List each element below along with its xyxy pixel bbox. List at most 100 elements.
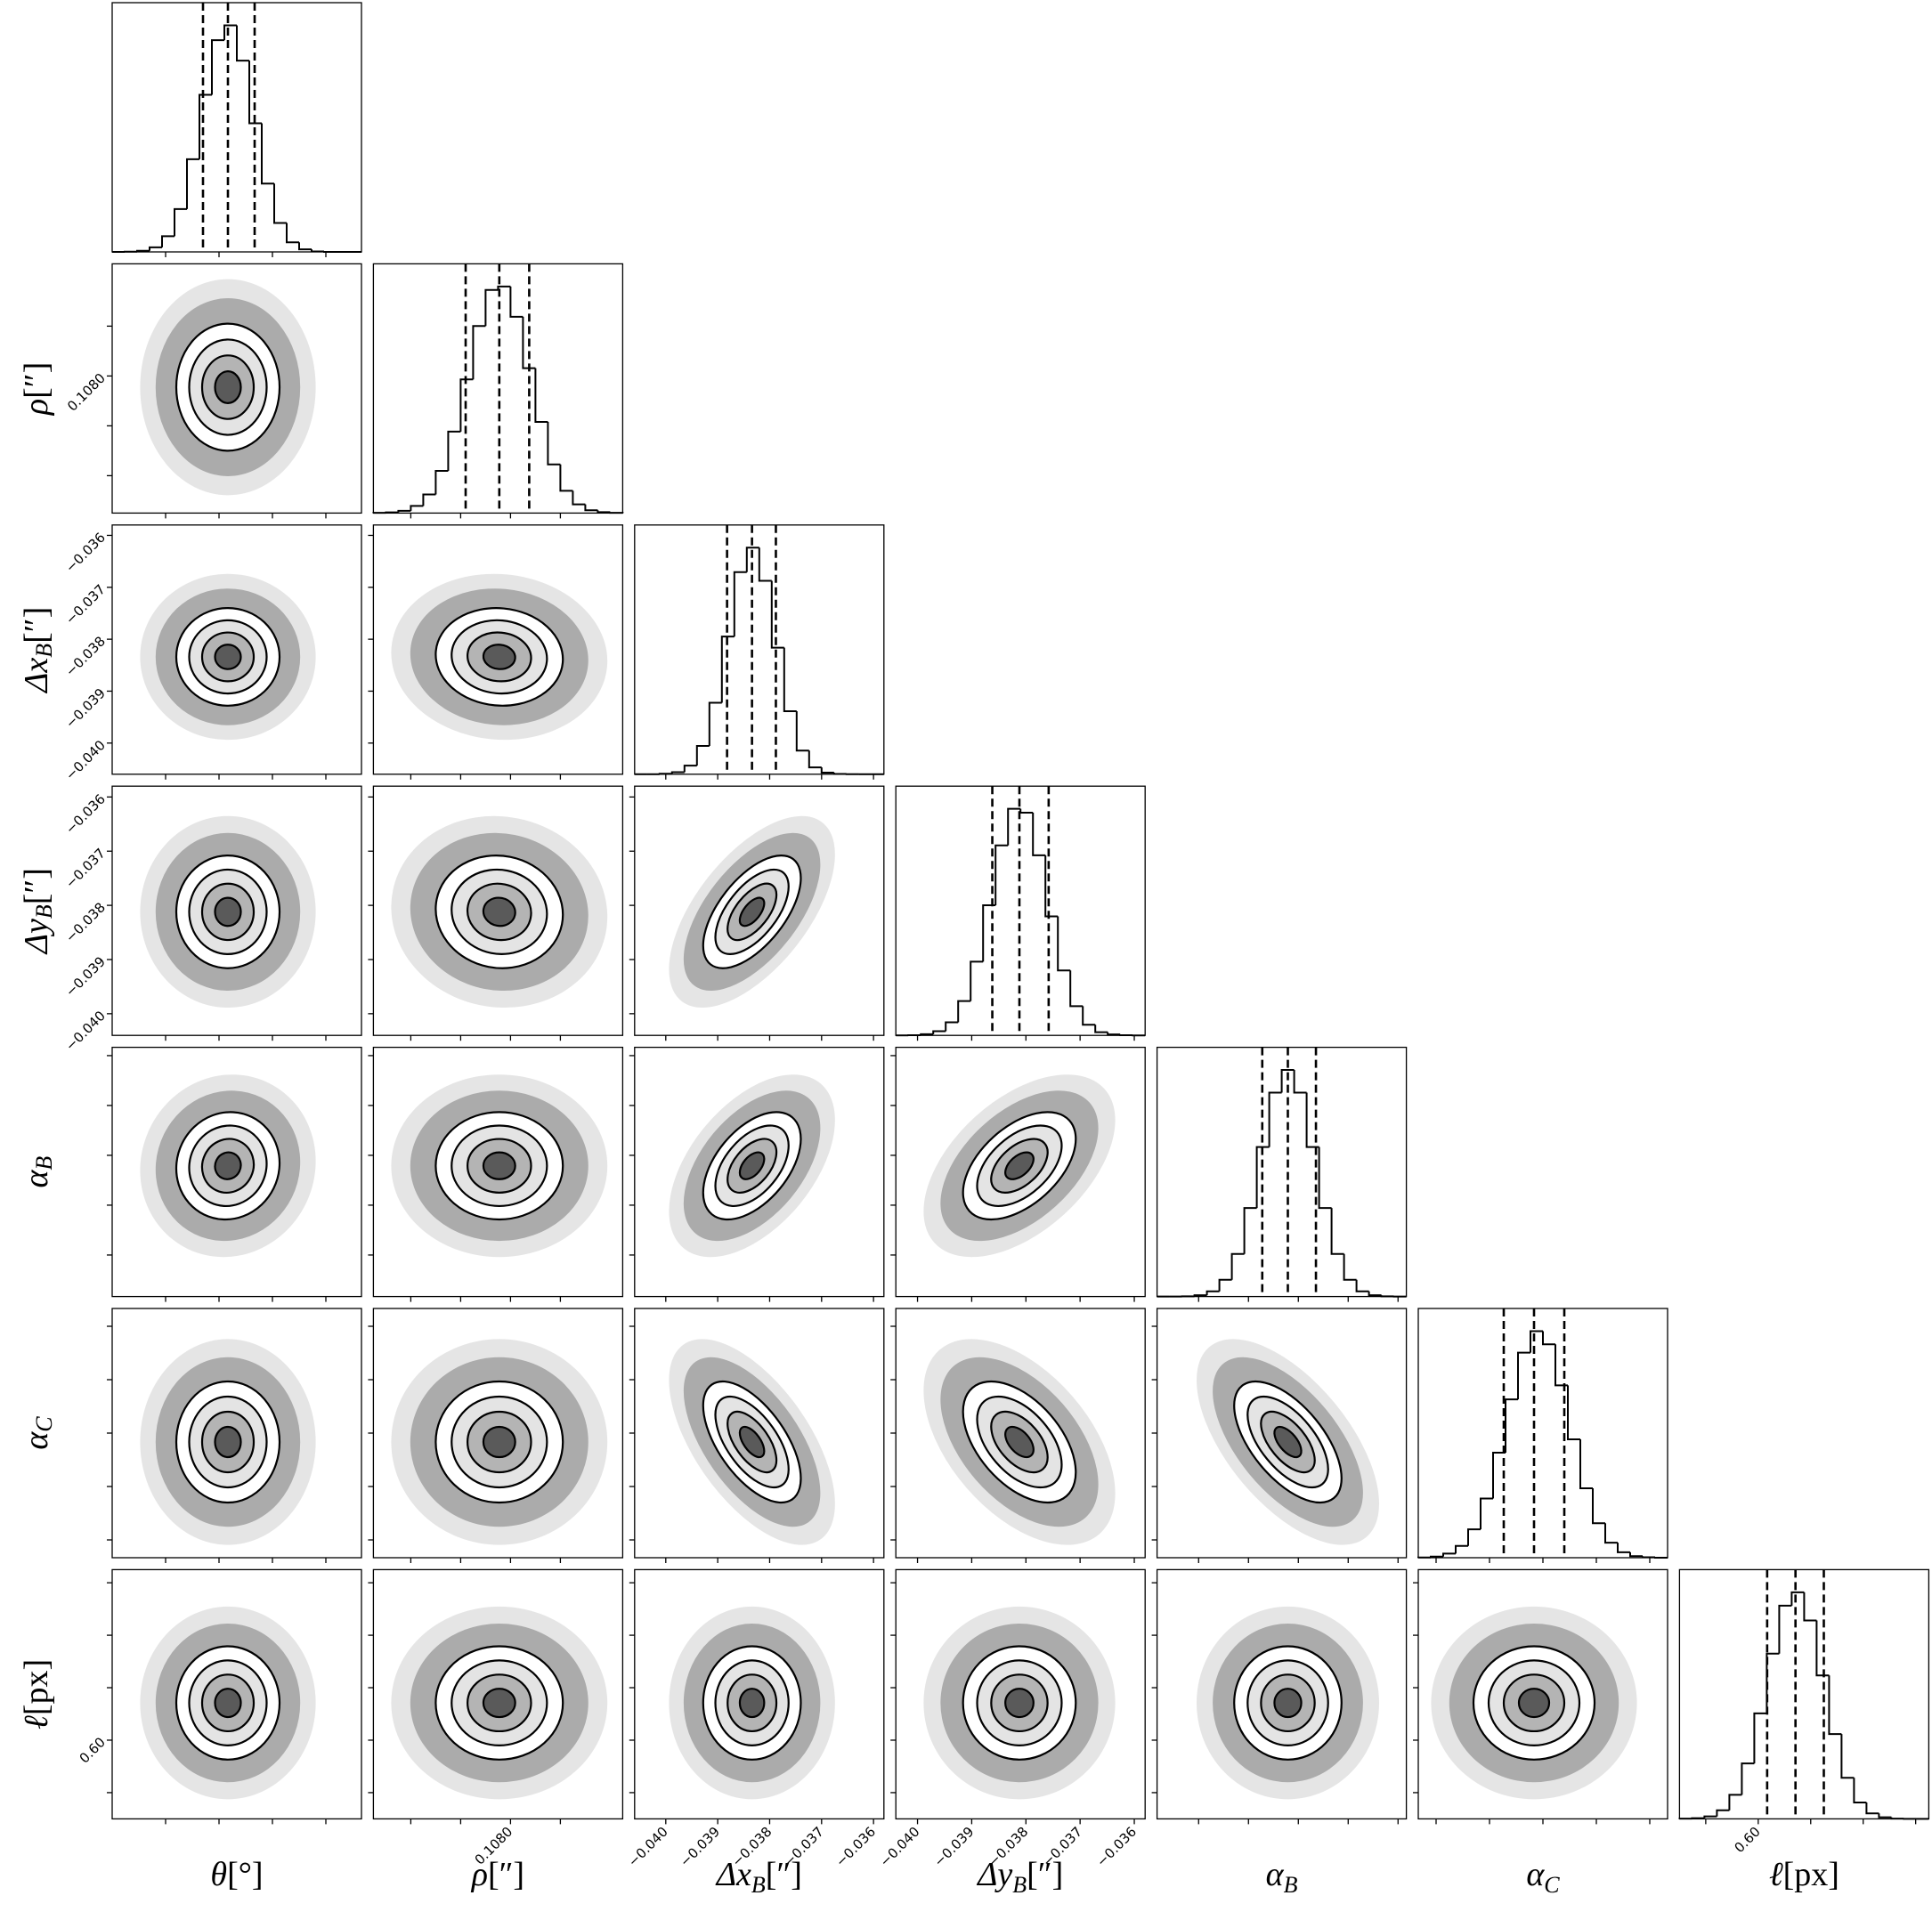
label-subscript: B — [1284, 1872, 1298, 1898]
density — [391, 1074, 608, 1258]
histogram-bin — [1218, 1278, 1232, 1292]
histogram-bin — [1032, 813, 1046, 856]
contour — [1004, 1425, 1035, 1459]
panel-frame — [111, 263, 362, 514]
histogram-bin — [211, 39, 224, 95]
panel-frame — [1678, 1568, 1930, 1820]
histogram-bin — [1766, 1652, 1780, 1713]
density — [669, 1339, 835, 1545]
panel-frame — [1156, 1046, 1408, 1298]
histogram-bin — [236, 25, 249, 62]
histogram-bin — [1567, 1385, 1580, 1440]
histogram-bin — [597, 510, 611, 514]
y-tick-label: 0.60 — [77, 1734, 109, 1766]
histogram-bin — [1318, 1146, 1332, 1210]
histogram-bin — [547, 422, 561, 466]
label-symbol: θ — [210, 1856, 227, 1893]
panel-frame — [111, 524, 362, 775]
histogram-bin — [1330, 1208, 1344, 1255]
panel-frame — [634, 1046, 885, 1298]
histogram-bin — [1343, 1253, 1357, 1281]
axis-label: ΔxB[″] — [715, 1856, 802, 1898]
histogram-bin — [795, 710, 809, 752]
density — [1431, 1606, 1637, 1800]
density — [140, 1074, 316, 1258]
histogram-bin — [447, 430, 461, 471]
label-symbol: α — [1526, 1856, 1545, 1893]
histogram-bin — [1280, 1069, 1295, 1093]
histogram-bin — [1865, 1802, 1879, 1815]
y-tick-label: −0.039 — [62, 953, 109, 1000]
contour — [214, 1425, 242, 1459]
histogram-bin — [509, 286, 524, 318]
contour — [738, 1425, 766, 1459]
histogram-bin — [422, 493, 436, 506]
label-symbol: α — [18, 1170, 55, 1188]
axis-label: ℓ[px] — [18, 1659, 55, 1730]
density — [391, 815, 608, 1009]
y-tick-label: −0.038 — [62, 899, 109, 945]
histogram-bin — [1828, 1675, 1842, 1736]
y-tick-label: −0.036 — [62, 530, 109, 576]
histogram-bin — [298, 242, 312, 251]
axis-label: αB — [1266, 1856, 1298, 1898]
histogram-bin — [1728, 1794, 1742, 1811]
panel-frame — [634, 1568, 885, 1820]
x-tick-label: −0.039 — [930, 1824, 977, 1870]
axis-label: αC — [18, 1416, 57, 1450]
y-tick-label: −0.037 — [62, 846, 109, 892]
label-unit: [°] — [227, 1856, 264, 1893]
histogram-bin — [783, 647, 797, 712]
contour — [482, 896, 516, 928]
label-symbol: α — [1266, 1856, 1285, 1893]
label-unit: [″] — [18, 868, 55, 904]
histogram-bin — [1716, 1809, 1730, 1817]
histogram-bin — [1069, 970, 1084, 1008]
density — [140, 573, 316, 741]
histogram-bin — [261, 123, 274, 185]
histogram-bin — [199, 93, 212, 159]
histogram-bin — [1778, 1604, 1792, 1654]
label-unit: [″] — [766, 1856, 802, 1893]
density — [391, 573, 608, 741]
histogram-bin — [1878, 1813, 1892, 1819]
histogram-bin — [720, 636, 735, 703]
histogram-bin — [1455, 1544, 1468, 1554]
panel-frame — [111, 1046, 362, 1298]
label-symbol: Δx — [715, 1856, 751, 1893]
panel-frame — [111, 785, 362, 1036]
contour — [738, 1151, 766, 1180]
histogram-bin — [559, 464, 573, 492]
x-tick-label: −0.040 — [625, 1824, 671, 1870]
label-symbol: ℓ — [18, 1715, 55, 1730]
histogram-bin — [572, 490, 586, 506]
histogram-bin — [497, 285, 511, 290]
histogram-bin — [695, 744, 710, 766]
label-unit: [″] — [18, 362, 55, 399]
histogram-bin — [223, 24, 237, 41]
histogram-bin — [1007, 807, 1021, 846]
y-tick-label: 0.1080 — [64, 370, 109, 415]
histogram-bin — [1617, 1543, 1630, 1553]
axis-label: ΔyB[″] — [976, 1856, 1063, 1898]
histogram-bin — [1480, 1497, 1493, 1530]
label-unit: [″] — [1027, 1856, 1063, 1893]
histogram-bin — [1082, 1006, 1096, 1026]
histogram-bin — [1492, 1452, 1506, 1499]
axis-label: ΔyB[″] — [18, 868, 57, 955]
panel-frame — [895, 1308, 1146, 1559]
histogram-bin — [174, 207, 187, 237]
histogram-bin — [584, 504, 598, 512]
y-tick-label: −0.040 — [62, 1008, 109, 1054]
histogram-bin — [970, 960, 984, 1001]
histogram-bin — [820, 767, 834, 774]
histogram-bin — [1803, 1592, 1817, 1622]
contour — [214, 896, 242, 928]
label-unit: [px] — [1783, 1856, 1839, 1893]
y-tick-label: −0.037 — [62, 581, 109, 628]
density — [140, 815, 316, 1009]
histogram-bin — [534, 368, 548, 424]
label-symbol: Δx — [18, 658, 55, 694]
histogram-bin — [1193, 1294, 1207, 1297]
